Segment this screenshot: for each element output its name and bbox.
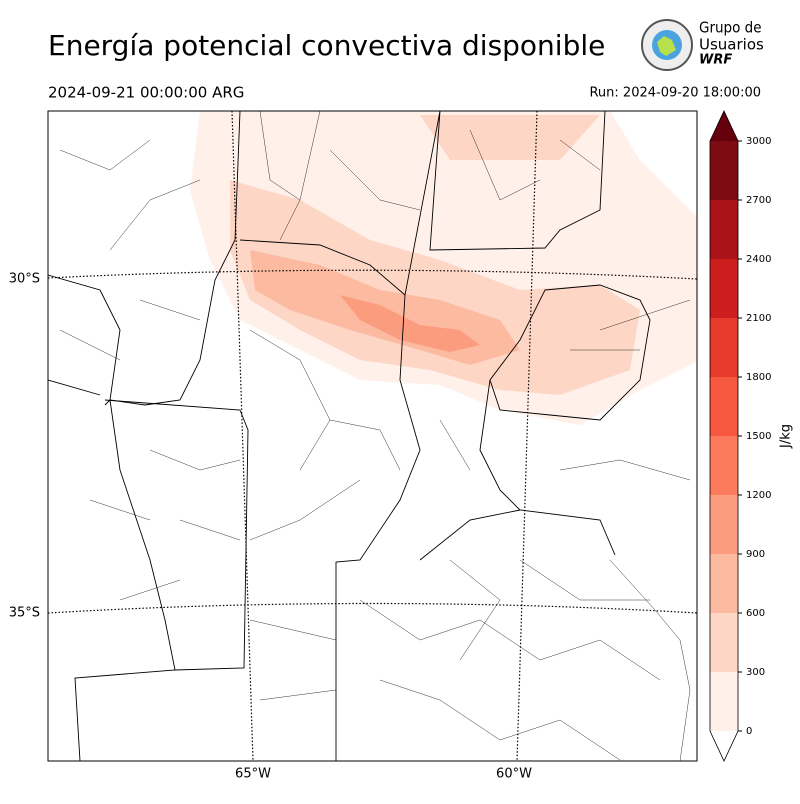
colorbar-tick-label: 900 <box>746 549 765 560</box>
colorbar-segment <box>710 200 738 259</box>
province-borders <box>48 111 651 761</box>
colorbar-segment <box>710 613 738 672</box>
colorbar-segment <box>710 672 738 731</box>
map <box>48 111 697 761</box>
lat-label: 35°S <box>9 606 40 621</box>
colorbar-tick-label: 0 <box>746 726 752 737</box>
colorbar-segment <box>710 436 738 495</box>
title: Energía potencial convectiva disponible <box>48 29 605 62</box>
colorbar-tick-label: 2100 <box>746 313 771 324</box>
colorbar-segment <box>710 377 738 436</box>
colorbar-tick-label: 3000 <box>746 136 771 147</box>
cape-shading <box>340 295 480 352</box>
logo: Grupo de Usuarios WRF <box>641 19 764 71</box>
graticule <box>48 111 697 761</box>
colorbar: 0 300 600 900 1200 1500 1800 2100 2400 2700 3000 <box>709 110 771 762</box>
colorbar-segment <box>710 554 738 613</box>
lon-label: 60°W <box>496 767 532 782</box>
colorbar-segment <box>710 495 738 554</box>
colorbar-segment <box>710 259 738 318</box>
colorbar-tick-label: 2700 <box>746 195 771 206</box>
colorbar-tick-label: 1800 <box>746 372 771 383</box>
colorbar-under <box>710 731 738 761</box>
run-time: Run: 2024-09-20 18:00:00 <box>589 86 761 101</box>
colorbar-segment <box>710 318 738 377</box>
map-frame <box>47 110 698 762</box>
logo-text: Grupo de <box>699 19 762 37</box>
colorbar-tick-label: 600 <box>746 608 765 619</box>
lon-label: 65°W <box>235 767 271 782</box>
colorbar-tick-label: 1200 <box>746 490 771 501</box>
valid-time: 2024-09-21 00:00:00 ARG <box>48 84 244 102</box>
colorbar-tick-label: 300 <box>746 667 765 678</box>
colorbar-over <box>710 111 738 141</box>
logo-text: WRF <box>699 53 732 68</box>
logo-text: Usuarios <box>699 36 764 54</box>
lat-label: 30°S <box>9 272 40 287</box>
colorbar-label: J/kg <box>779 424 794 449</box>
colorbar-tick-label: 1500 <box>746 431 771 442</box>
colorbar-segment <box>710 141 738 200</box>
cape-shading <box>230 115 640 395</box>
colorbar-tick-label: 2400 <box>746 254 771 265</box>
department-borders <box>59 111 691 761</box>
